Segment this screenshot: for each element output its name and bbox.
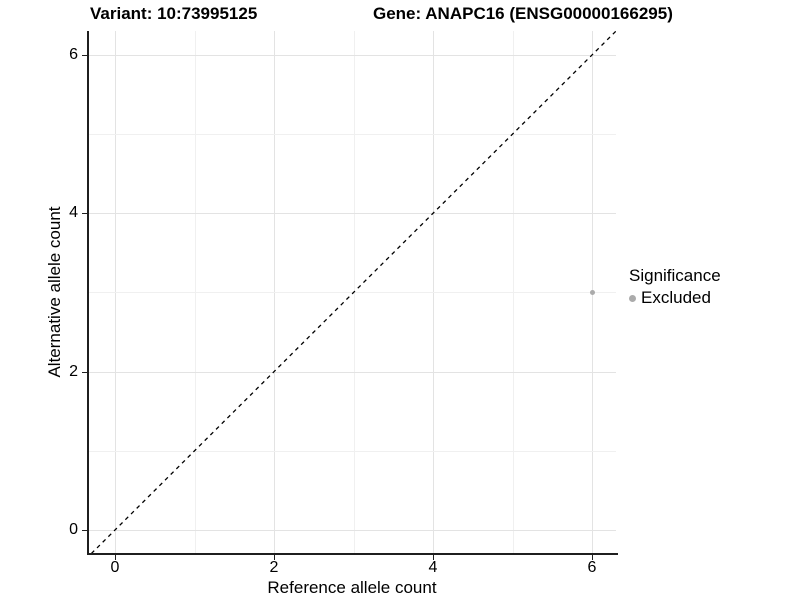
y-axis-tick <box>82 213 87 215</box>
gridline-y-minor <box>88 292 616 294</box>
legend-point-icon <box>629 294 636 302</box>
gridline-x-major <box>274 31 275 553</box>
plot-title-gene: Gene: ANAPC16 (ENSG00000166295) <box>373 4 673 23</box>
y-axis-tick <box>82 371 87 373</box>
y-axis-tick <box>82 530 87 531</box>
legend: Significance Excluded <box>629 266 721 308</box>
plot-title-variant: Variant: 10:73995125 <box>90 4 258 23</box>
legend-entry-excluded: Excluded <box>629 288 721 308</box>
gridline-y-minor <box>88 450 616 452</box>
gridline-x-major <box>115 31 116 553</box>
gridline-y-major <box>88 371 616 373</box>
x-tick-label: 6 <box>587 559 597 576</box>
gridline-y-minor <box>88 134 616 136</box>
data-point <box>589 289 595 295</box>
legend-entry-label: Excluded <box>641 288 711 307</box>
gridline-x-major <box>433 31 434 553</box>
y-axis-title: Alternative allele count <box>45 206 64 378</box>
identity-reference-line <box>90 31 616 553</box>
x-axis-tick <box>433 555 434 560</box>
gridline-y-major <box>88 54 616 56</box>
x-tick-label: 4 <box>428 559 438 576</box>
gridline-x-minor <box>512 31 514 553</box>
y-tick-label: 6 <box>69 45 78 63</box>
x-tick-label: 0 <box>110 559 120 576</box>
x-axis-tick <box>115 555 116 560</box>
x-axis-tick <box>592 555 593 560</box>
gridline-y-major <box>88 530 616 531</box>
x-axis-tick <box>274 555 275 560</box>
y-axis-tick <box>82 54 87 56</box>
legend-title: Significance <box>629 266 721 285</box>
x-axis-title: Reference allele count <box>267 578 437 597</box>
x-tick-label: 2 <box>269 559 279 576</box>
y-tick-label: 0 <box>69 521 78 538</box>
y-axis-line <box>87 31 89 555</box>
gridline-x-minor <box>194 31 196 553</box>
gridline-y-major <box>88 213 616 215</box>
x-axis-line <box>87 553 618 555</box>
y-tick-label: 2 <box>69 362 78 380</box>
plot-panel <box>88 31 616 553</box>
y-tick-label: 4 <box>69 204 78 222</box>
